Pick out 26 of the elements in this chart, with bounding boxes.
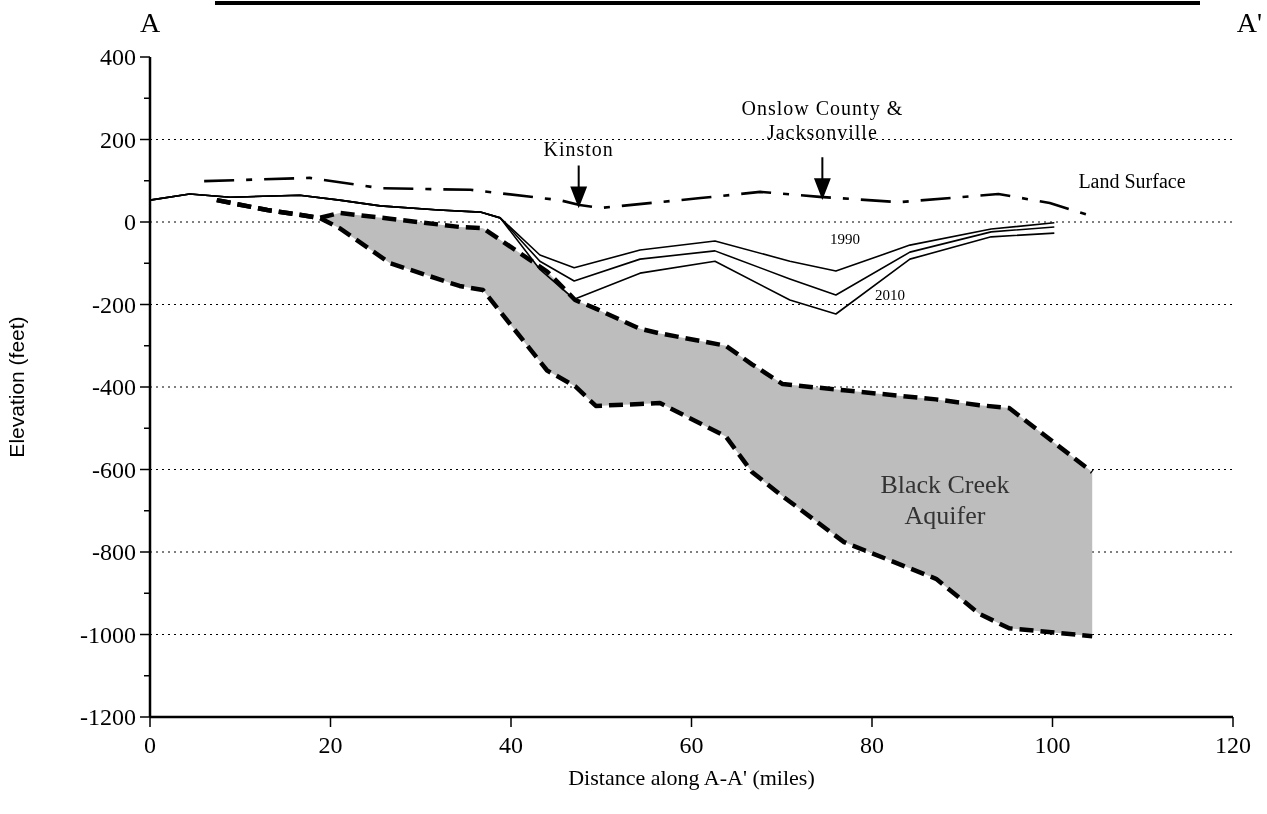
annotation: Land Surface (1078, 170, 1186, 192)
y-tick-label: -800 (92, 539, 136, 566)
annotation: Kinston (543, 137, 614, 160)
x-tick-label: 100 (1034, 732, 1071, 758)
annotation: Onslow County & Jacksonville (741, 97, 904, 144)
x-tick-label: 40 (499, 732, 523, 758)
annotation: 1990 (830, 231, 860, 247)
y-tick-label: -1000 (80, 621, 136, 648)
text: A (140, 7, 161, 38)
y-tick-label: -1200 (80, 704, 136, 731)
y-tick-label: 0 (124, 209, 136, 236)
y-tick-label: -600 (92, 456, 136, 483)
x-tick-label: 60 (679, 732, 704, 758)
x-axis-title: Distance along A-A' (miles) (568, 765, 815, 790)
text: A' (1236, 7, 1262, 38)
x-tick-label: 0 (144, 732, 156, 758)
y-axis-title: Elevation (feet) (5, 316, 28, 458)
y-tick-label: 200 (100, 126, 136, 153)
x-tick-label: 20 (318, 732, 343, 758)
x-tick-label: 120 (1215, 732, 1251, 758)
y-tick-label: 400 (100, 44, 136, 71)
y-tick-label: -200 (92, 291, 136, 318)
annotation: Black Creek Aquifer (880, 470, 1010, 531)
annotation: 2010 (875, 287, 905, 303)
x-tick-label: 80 (860, 732, 884, 758)
y-tick-label: -400 (92, 374, 136, 401)
